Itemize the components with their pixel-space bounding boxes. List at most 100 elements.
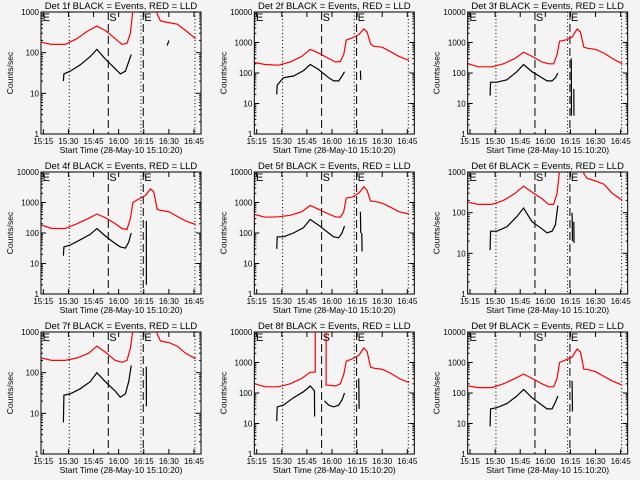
x-tick-label: 16:00: [322, 137, 343, 146]
interval-marker-E: E: [43, 12, 50, 24]
interval-marker-E: E: [256, 332, 263, 344]
x-tick-label: 16:15: [134, 297, 155, 306]
events-series-line: [489, 205, 559, 251]
plot-frame: [253, 171, 415, 295]
x-tick-label: 15:45: [297, 297, 318, 306]
panel-det-9: Det 9f BLACK = Events, RED = LLD 1 10 100 10…: [432, 321, 632, 475]
interval-marker-S: S: [536, 12, 543, 24]
y-tick-label: 1: [248, 450, 253, 459]
interval-marker-E: E: [358, 172, 365, 184]
x-tick-label: 16:45: [611, 137, 632, 146]
y-tick-label: 1000: [235, 39, 253, 48]
y-tick-label: 1000: [448, 168, 466, 177]
x-tick-label: 15:45: [510, 137, 531, 146]
x-tick-label: 15:15: [460, 137, 481, 146]
y-tick-label: 1: [35, 450, 40, 459]
x-tick-label: 15:30: [485, 297, 506, 306]
plot-frame: [467, 331, 629, 455]
events-series-line: [166, 40, 170, 46]
x-tick-label: 16:00: [109, 137, 130, 146]
interval-marker-E: E: [256, 172, 263, 184]
x-axis-label: Start Time (28-May-10 15:10:20): [486, 145, 609, 155]
events-series-line: [62, 48, 132, 82]
y-tick-label: 100: [239, 69, 253, 78]
x-tick-label: 15:45: [510, 457, 531, 466]
x-tick-label: 15:45: [84, 297, 105, 306]
y-axis-label: Counts/sec: [5, 371, 15, 414]
interval-marker-E: E: [571, 172, 578, 184]
series-group: [41, 332, 196, 423]
y-axis-label: Counts/sec: [218, 51, 228, 94]
panel-title: Det 9f BLACK = Events, RED = LLD: [471, 321, 624, 332]
x-tick-label: 16:45: [611, 297, 632, 306]
y-tick-label: 10: [457, 100, 466, 109]
x-tick-label: 15:30: [485, 457, 506, 466]
x-tick-label: 16:30: [372, 297, 393, 306]
x-tick-label: 15:45: [297, 137, 318, 146]
x-tick-label: 16:15: [134, 137, 155, 146]
x-tick-label: 15:15: [247, 297, 268, 306]
x-tick-label: 16:30: [159, 457, 180, 466]
panel-title: Det 3f BLACK = Events, RED = LLD: [471, 1, 624, 12]
y-tick-label: 100: [239, 389, 253, 398]
y-tick-label: 1: [461, 450, 466, 459]
events-series-line: [276, 218, 346, 249]
x-tick-label: 16:15: [347, 297, 368, 306]
x-tick-label: 15:15: [460, 297, 481, 306]
series-group: [254, 332, 410, 422]
y-tick-label: 100: [452, 209, 466, 218]
y-axis-label: Counts/sec: [432, 51, 442, 94]
x-tick-label: 16:45: [397, 137, 418, 146]
lld-series-line: [254, 332, 410, 388]
panel-title: Det 4f BLACK = Events, RED = LLD: [45, 161, 198, 172]
x-tick-label: 16:15: [560, 297, 581, 306]
y-axis-label: Counts/sec: [432, 211, 442, 254]
x-tick-label: 15:15: [247, 457, 268, 466]
plot-frame: [467, 11, 629, 135]
x-tick-label: 15:15: [33, 297, 54, 306]
interval-marker-E: E: [469, 332, 476, 344]
y-axis-label: Counts/sec: [218, 211, 228, 254]
y-tick-label: 1000: [21, 199, 39, 208]
x-tick-label: 16:15: [347, 137, 368, 146]
x-tick-label: 15:30: [58, 457, 79, 466]
lld-series-line: [468, 172, 623, 206]
x-tick-label: 15:30: [272, 457, 293, 466]
panel-det-6: Det 6f BLACK = Events, RED = LLD 1 10 100 10…: [432, 161, 632, 315]
x-tick-label: 16:45: [611, 457, 632, 466]
x-tick-label: 16:30: [372, 457, 393, 466]
x-tick-label: 15:30: [272, 137, 293, 146]
x-tick-label: 16:15: [560, 137, 581, 146]
x-axis-label: Start Time (28-May-10 15:10:20): [486, 465, 609, 475]
x-tick-label: 15:15: [33, 457, 54, 466]
interval-marker-E: E: [144, 172, 151, 184]
x-tick-label: 16:30: [586, 297, 607, 306]
interval-marker-E: E: [571, 12, 578, 24]
x-tick-label: 16:15: [134, 457, 155, 466]
y-tick-label: 10: [30, 409, 39, 418]
lld-series-line: [254, 185, 410, 218]
plot-frame: [467, 171, 629, 295]
lld-series-line: [41, 332, 196, 363]
y-tick-label: 100: [239, 229, 253, 238]
y-tick-label: 10000: [443, 8, 466, 17]
y-tick-label: 10: [30, 260, 39, 269]
x-tick-label: 16:45: [397, 297, 418, 306]
panel-det-4: Det 4f BLACK = Events, RED = LLD 1 10 100 10…: [5, 161, 205, 315]
interval-marker-E: E: [43, 332, 50, 344]
x-tick-label: 16:45: [184, 297, 205, 306]
panel-det-5: Det 5f BLACK = Events, RED = LLD 1 10 100 10…: [218, 161, 418, 315]
series-group: [468, 347, 623, 427]
series-group: [254, 28, 410, 95]
x-tick-label: 16:30: [586, 137, 607, 146]
interval-marker-S: S: [536, 172, 543, 184]
interval-marker-E: E: [144, 332, 151, 344]
x-tick-label: 16:30: [586, 457, 607, 466]
y-axis-label: Counts/sec: [218, 371, 228, 414]
panel-det-7: Det 7f BLACK = Events, RED = LLD 1 10 100 10…: [5, 321, 205, 475]
panel-title: Det 1f BLACK = Events, RED = LLD: [45, 1, 198, 12]
x-tick-label: 15:15: [247, 137, 268, 146]
interval-marker-E: E: [469, 172, 476, 184]
y-tick-label: 10000: [230, 168, 253, 177]
plot-frame: [253, 331, 415, 455]
